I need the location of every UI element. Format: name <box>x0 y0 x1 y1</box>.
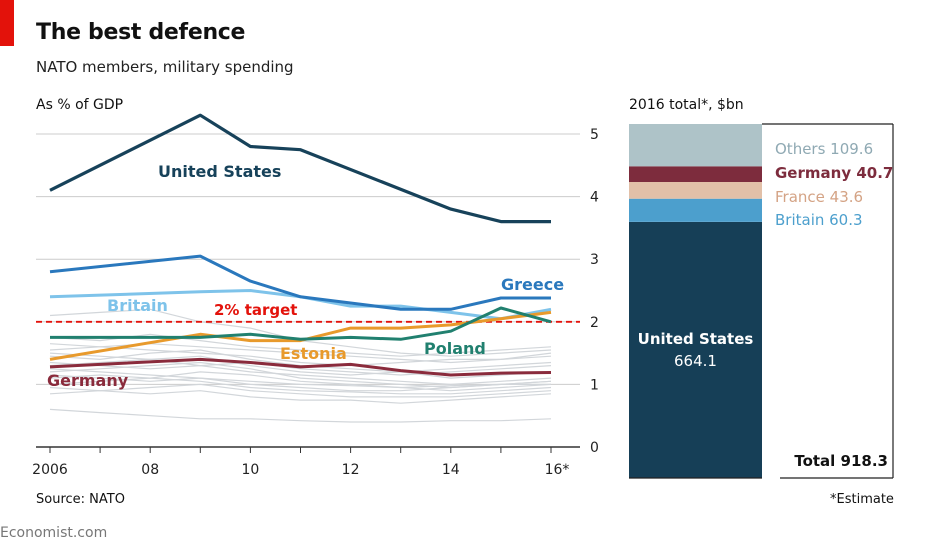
series-label-united-states: United States <box>158 162 281 181</box>
series-line-united-states <box>49 113 551 224</box>
background-country-line <box>49 374 551 392</box>
x-tick-label: 14 <box>442 462 460 478</box>
stack-value-united-states: 664.1 <box>674 352 717 370</box>
y-tick-label: 4 <box>590 190 599 206</box>
source-note: Source: NATO <box>36 492 125 507</box>
background-country-line <box>49 371 552 392</box>
background-country-line <box>49 368 552 389</box>
background-country-line <box>49 355 552 376</box>
x-tick-label: 12 <box>342 462 360 478</box>
series-line-poland <box>50 306 552 341</box>
brand-red-bar <box>0 0 14 46</box>
stack-side-label-france: France 43.6 <box>775 188 863 206</box>
background-country-line <box>49 408 552 423</box>
background-country-line <box>49 352 552 376</box>
x-tick-label: 16* <box>545 462 570 478</box>
chart-subtitle: NATO members, military spending <box>36 58 294 76</box>
series-label-germany: Germany <box>47 371 129 390</box>
stack-segment-united-states <box>629 222 762 478</box>
series-label-britain: Britain <box>107 296 168 315</box>
series-line-germany <box>49 357 552 377</box>
left-panel-title: As % of GDP <box>36 97 124 113</box>
stack-segment-germany <box>629 166 762 182</box>
right-panel-title: 2016 total*, $bn <box>629 97 744 113</box>
stack-segment-britain <box>629 198 762 222</box>
background-country-line <box>49 377 552 395</box>
brand-footer: Economist.com <box>0 525 108 541</box>
stack-label-united-states: United States <box>638 330 754 348</box>
series-label-greece: Greece <box>501 275 564 294</box>
stack-total-label: Total 918.3 <box>794 452 888 470</box>
series-label-estonia: Estonia <box>280 344 347 363</box>
stack-side-label-germany: Germany 40.7 <box>775 164 893 182</box>
estimate-footnote: *Estimate <box>830 492 894 507</box>
series-label-poland: Poland <box>424 339 486 358</box>
y-tick-label: 2 <box>590 315 599 331</box>
x-tick-label: 2006 <box>32 462 68 478</box>
y-tick-label: 1 <box>590 377 599 393</box>
y-tick-label: 0 <box>590 440 599 456</box>
background-country-line <box>49 390 552 404</box>
y-tick-label: 5 <box>590 127 599 143</box>
chart-title: The best defence <box>36 20 246 45</box>
target-label: 2% target <box>214 301 297 319</box>
background-country-line <box>49 343 552 367</box>
background-country-line <box>49 383 552 398</box>
background-country-line <box>49 361 552 386</box>
y-tick-label: 3 <box>590 252 599 268</box>
stack-side-label-britain: Britain 60.3 <box>775 211 863 229</box>
stack-segment-france <box>629 181 762 199</box>
stack-segment-others <box>629 124 762 167</box>
series-line-greece <box>49 254 551 311</box>
x-tick-label: 08 <box>141 462 159 478</box>
x-tick-label: 10 <box>241 462 259 478</box>
stack-side-label-others: Others 109.6 <box>775 140 873 158</box>
